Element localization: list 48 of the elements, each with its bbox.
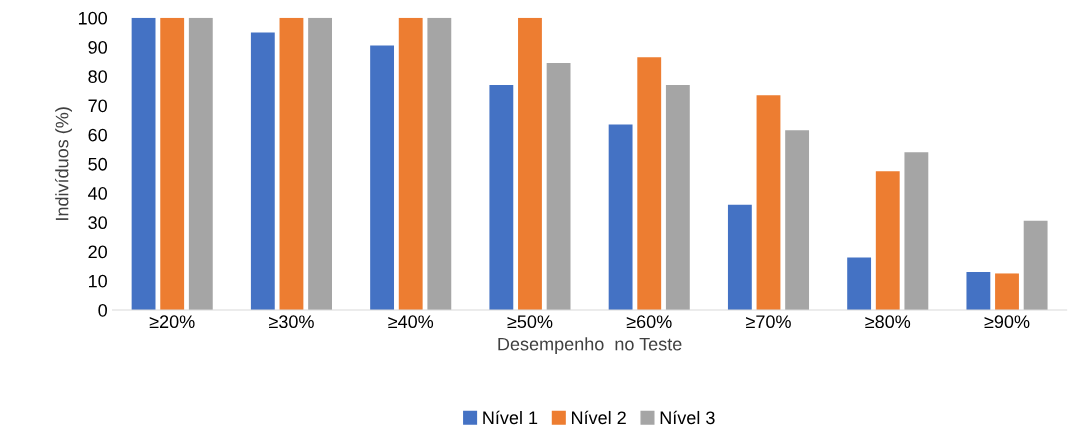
bar bbox=[250, 32, 275, 310]
x-tick-label: ≥80% bbox=[865, 315, 911, 329]
bar bbox=[785, 130, 810, 310]
bar bbox=[160, 17, 185, 310]
bar bbox=[398, 17, 423, 310]
bar bbox=[546, 63, 571, 310]
bar bbox=[131, 17, 156, 310]
y-tick-label: 100 bbox=[78, 11, 107, 25]
legend-label: Nível 1 bbox=[483, 410, 538, 425]
bar bbox=[518, 17, 542, 310]
y-tick-label: 70 bbox=[88, 99, 107, 113]
y-tick-label: 90 bbox=[88, 40, 107, 54]
legend-label: Nível 2 bbox=[572, 410, 626, 425]
bar bbox=[904, 152, 929, 310]
bar bbox=[279, 17, 304, 310]
x-tick-label: ≥60% bbox=[626, 315, 672, 329]
y-tick-label: 30 bbox=[88, 216, 107, 230]
x-tick-label: ≥40% bbox=[388, 315, 434, 329]
bar bbox=[875, 171, 900, 310]
bar bbox=[995, 273, 1019, 310]
x-tick-label: ≥30% bbox=[269, 315, 314, 329]
y-axis-title: Indivíduos (%) bbox=[54, 107, 73, 220]
x-tick-label: ≥20% bbox=[149, 315, 195, 329]
bar bbox=[608, 124, 633, 310]
bar bbox=[637, 57, 662, 310]
y-tick-label: 20 bbox=[88, 245, 107, 259]
bar bbox=[756, 95, 781, 310]
y-tick-label: 80 bbox=[88, 70, 107, 83]
bar bbox=[1023, 220, 1048, 310]
bar bbox=[308, 17, 332, 310]
y-tick-label: 10 bbox=[88, 274, 107, 288]
bar bbox=[665, 85, 690, 310]
bar bbox=[727, 204, 752, 310]
bar bbox=[847, 257, 872, 310]
y-tick-label: 40 bbox=[88, 187, 107, 200]
bar bbox=[966, 271, 991, 310]
bar bbox=[427, 17, 452, 310]
x-axis-title: Desempenho no Teste bbox=[498, 337, 682, 355]
y-tick-label: 0 bbox=[98, 303, 107, 317]
x-tick-label: ≥70% bbox=[746, 315, 791, 329]
bar bbox=[188, 17, 213, 310]
bar bbox=[489, 85, 514, 310]
legend-label: Nível 3 bbox=[660, 410, 715, 425]
bar bbox=[370, 45, 395, 310]
y-tick-label: 60 bbox=[88, 128, 107, 142]
y-tick-label: 50 bbox=[88, 157, 107, 171]
x-tick-label: ≥90% bbox=[984, 315, 1030, 329]
x-tick-label: ≥50% bbox=[507, 315, 553, 329]
